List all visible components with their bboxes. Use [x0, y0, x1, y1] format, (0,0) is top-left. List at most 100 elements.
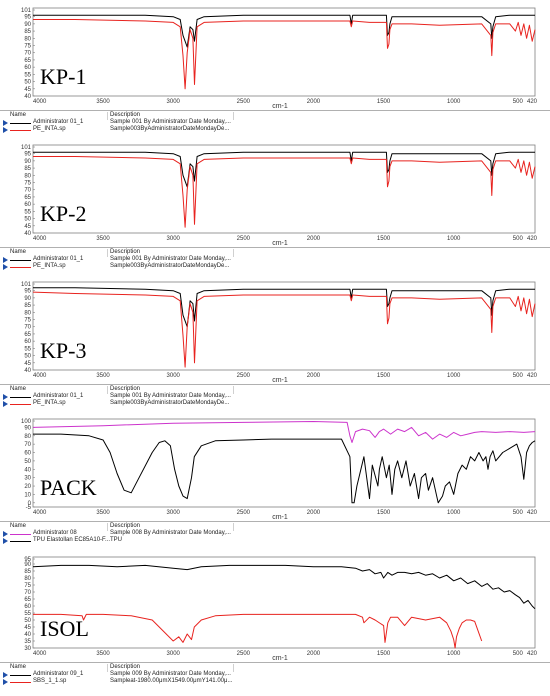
legend-name: Administrator 01_1	[33, 393, 84, 399]
legend-name: Administrator 01_1	[33, 119, 84, 125]
spectrum-panel-kp-3: 101 95 90 85 80 75 70 65 60 55 50 45 40 4000 3500 3000 2…	[0, 278, 550, 418]
column-divider	[107, 386, 108, 394]
y-tick-label: 40	[24, 632, 31, 638]
legend-header-description: Description	[110, 523, 141, 529]
y-tick-label: 65	[24, 58, 31, 64]
legend-row[interactable]: Administrator 01_1 Sample 001 By Administ…	[0, 119, 550, 126]
row-pointer-icon	[3, 126, 8, 133]
legend-header-description: Description	[110, 664, 141, 670]
x-tick-label: 3000	[167, 236, 181, 242]
x-tick-label: 4000	[33, 373, 47, 379]
series-line-2	[33, 613, 483, 649]
legend-swatch	[10, 681, 31, 683]
legend-name: Administrator 09_1	[33, 671, 84, 677]
y-tick-label: 100	[21, 419, 32, 425]
legend-row[interactable]: TPU Elastollan EC85A10-F... TPU	[0, 537, 550, 544]
y-tick-label: 60	[24, 202, 31, 208]
legend-row[interactable]: Administrator 01_1 Sample 001 By Administ…	[0, 256, 550, 263]
x-axis-unit: cm-1	[272, 103, 288, 108]
legend-swatch	[10, 396, 31, 398]
legend-row[interactable]: Administrator 01_1 Sample 001 By Administ…	[0, 393, 550, 400]
y-tick-label: 90	[24, 22, 31, 28]
y-tick-label: 75	[24, 181, 31, 187]
legend-name: TPU Elastollan EC85A10-F...	[33, 537, 111, 543]
legend-name: PE_INTA.sp	[33, 263, 66, 269]
y-tick-label: 50	[24, 459, 31, 465]
x-axis-unit: cm-1	[272, 240, 288, 245]
legend-row[interactable]: Administrator 08 Sample 008 By Administra…	[0, 530, 550, 537]
y-tick-label: 60	[24, 339, 31, 345]
x-tick-label: 2500	[237, 236, 251, 242]
y-tick-label: 50	[24, 217, 31, 223]
legend-name: Administrator 01_1	[33, 256, 84, 262]
x-tick-label: 1000	[447, 510, 461, 516]
y-tick-label: 40	[24, 94, 31, 100]
plot-area	[32, 556, 536, 649]
y-tick-label: 65	[24, 597, 31, 603]
y-tick-label: 60	[24, 604, 31, 610]
x-tick-label: 1000	[447, 373, 461, 379]
legend-row[interactable]: PE_INTA.sp Sample003ByAdministratorDateMo…	[0, 400, 550, 407]
row-pointer-icon	[3, 678, 8, 685]
y-tick-label: 45	[24, 87, 31, 93]
y-tick-label: 40	[24, 467, 31, 473]
x-tick-label: 500	[513, 373, 524, 379]
panel-label: KP-1	[40, 64, 86, 89]
x-axis-unit: cm-1	[272, 655, 288, 660]
column-divider	[107, 664, 108, 672]
x-tick-label: 4000	[33, 99, 47, 105]
x-tick-label: 2500	[237, 651, 251, 657]
x-tick-label: 3000	[167, 99, 181, 105]
x-tick-label: 1500	[377, 373, 391, 379]
legend-table: Name Description Administrator 08 Sample 00…	[0, 521, 550, 544]
legend-header-name: Name	[10, 523, 27, 529]
y-tick-label: 90	[24, 562, 31, 568]
y-tick-label: 45	[24, 625, 31, 631]
x-tick-label: 500	[513, 99, 524, 105]
legend-description: Sample 008 By Administrator Date Monday,…	[110, 530, 231, 536]
plot-area	[32, 418, 536, 508]
row-pointer-icon	[3, 256, 8, 263]
x-tick-label: 500	[513, 236, 524, 242]
y-tick-label: 80	[24, 36, 31, 42]
legend-row[interactable]: PE_INTA.sp Sample003ByAdministratorDateMo…	[0, 126, 550, 133]
legend-row[interactable]: PE_INTA.sp Sample003ByAdministratorDateMo…	[0, 263, 550, 270]
y-tick-label: 95	[24, 15, 31, 21]
panel-label: ISOL	[40, 616, 89, 641]
y-tick-label: 70	[24, 442, 31, 448]
y-tick-label: 70	[24, 188, 31, 194]
y-tick-label: 85	[24, 569, 31, 575]
legend-table: Name Description Administrator 01_1 Sample …	[0, 247, 550, 270]
y-tick-label: 70	[24, 325, 31, 331]
legend-row[interactable]: Administrator 09_1 Sample 009 By Administ…	[0, 671, 550, 678]
legend-row[interactable]: SBS_1_1.sp Sampleat-1980.00μmX1549.00μmY1…	[0, 678, 550, 685]
legend-description: Sample 001 By Administrator Date Monday,…	[110, 256, 231, 262]
x-tick-label: 500	[513, 651, 524, 657]
y-tick-label: 70	[24, 51, 31, 57]
y-tick-label: 85	[24, 166, 31, 172]
legend-swatch	[10, 122, 31, 124]
panel-label: KP-3	[40, 338, 86, 363]
series-line-1	[32, 564, 536, 610]
column-divider	[233, 249, 234, 257]
y-tick-label: 60	[24, 65, 31, 71]
panel-label: KP-2	[40, 201, 86, 226]
x-tick-label: 420	[527, 651, 538, 657]
y-tick-label: 30	[24, 476, 31, 482]
y-tick-label: 80	[24, 173, 31, 179]
x-axis-unit: cm-1	[272, 514, 288, 519]
x-tick-label: 4000	[33, 510, 47, 516]
x-tick-label: 3500	[96, 236, 110, 242]
column-divider	[233, 664, 234, 672]
spectrum-panel-kp-2: 101 95 90 85 80 75 70 65 60 55 50 45 40 4000 3500 3000 2…	[0, 141, 550, 281]
y-tick-label: 55	[24, 346, 31, 352]
y-tick-label: 90	[24, 425, 31, 431]
y-tick-label: 20	[24, 484, 31, 490]
x-tick-label: 420	[527, 510, 538, 516]
legend-description: Sample 009 By Administrator Date Monday,…	[110, 671, 231, 677]
legend-description: Sample 001 By Administrator Date Monday,…	[110, 393, 231, 399]
legend-table: Name Description Administrator 01_1 Sample …	[0, 384, 550, 407]
